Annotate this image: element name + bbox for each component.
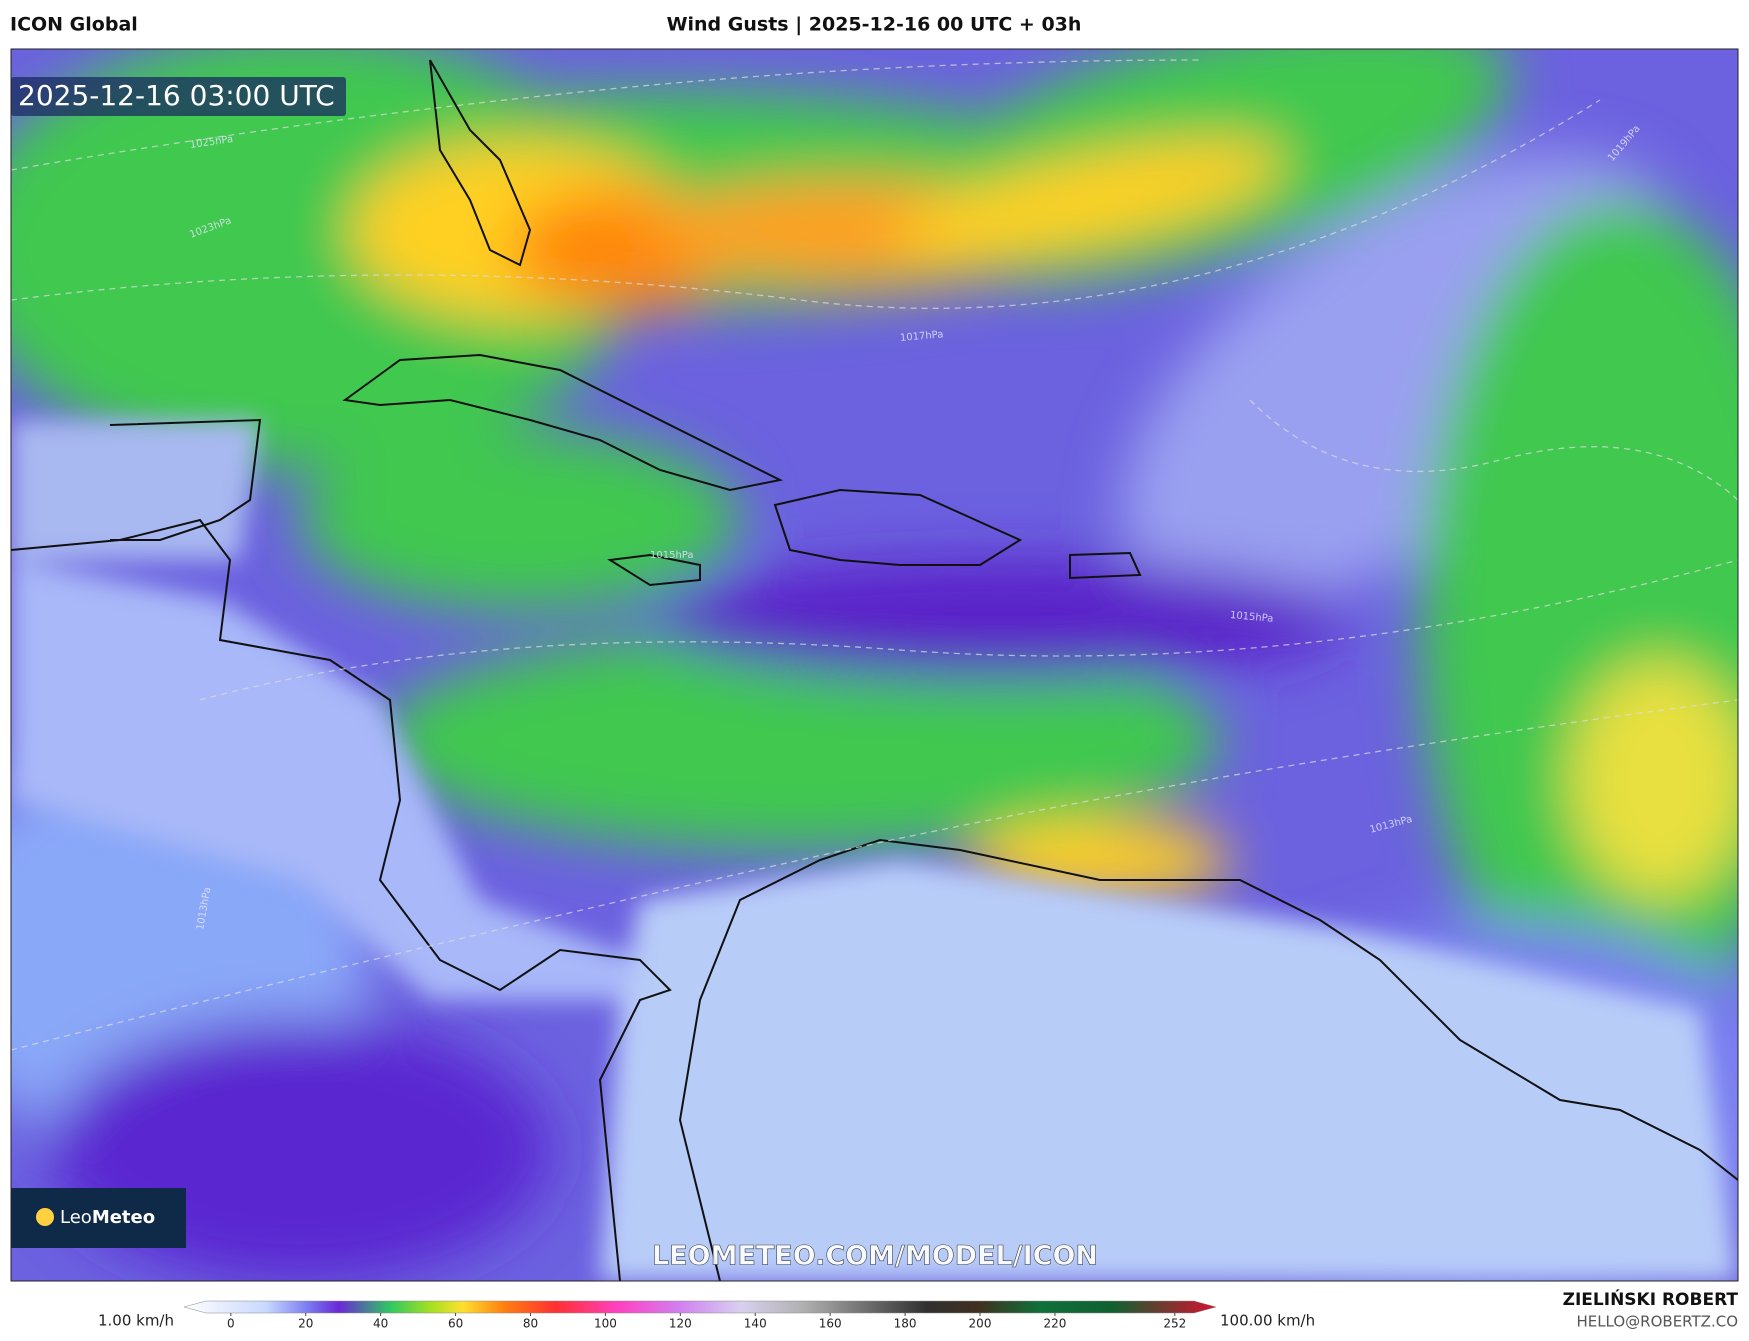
model-name: ICON Global xyxy=(10,14,138,36)
colorbar-max-label: 100.00 km/h xyxy=(1220,1312,1315,1330)
coastlines xyxy=(11,59,1738,1281)
colorbar xyxy=(183,1300,1217,1314)
timestamp-box xyxy=(11,77,346,116)
colorbar-tick-label: 60 xyxy=(448,1317,463,1331)
email: HELLO@ROBERTZ.CO xyxy=(1576,1313,1738,1331)
colorbar-tick-label: 20 xyxy=(298,1317,313,1331)
colorbar-tick-label: 160 xyxy=(819,1317,842,1331)
logo-sun xyxy=(36,1208,54,1226)
isobars xyxy=(11,59,1738,1051)
colorbar-min-label: 1.00 km/h xyxy=(98,1312,174,1330)
colorbar-tick-label: 120 xyxy=(669,1317,692,1331)
colorbar-tick-label: 40 xyxy=(373,1317,388,1331)
map: 1025hPa1023hPa1019hPa1017hPa1015hPa1015h… xyxy=(11,49,1738,1281)
timestamp: 2025-12-16 03:00 UTC xyxy=(18,79,335,112)
logo-text: LeoMeteo xyxy=(60,1207,155,1228)
colorbar-tick-label: 140 xyxy=(744,1317,767,1331)
isobar-label: 1015hPa xyxy=(1229,610,1273,625)
colorbar-tick-label: 180 xyxy=(894,1317,917,1331)
watermark: LEOMETEO.COM/MODEL/ICON xyxy=(652,1241,1098,1272)
colorbar-tick-label: 200 xyxy=(969,1317,992,1331)
colorbar-tick-label: 0 xyxy=(227,1317,235,1331)
colorbar-ticks: 0 20 40 60 80 100 120 140 160 180 200 220 252 xyxy=(227,1313,1186,1331)
map-title: Wind Gusts | 2025-12-16 00 UTC + 03h xyxy=(667,14,1082,36)
colorbar-tick-label: 100 xyxy=(594,1317,617,1331)
land-gusts xyxy=(11,420,1738,1281)
isobar-label: 1015hPa xyxy=(650,550,694,561)
colorbar-tick-label: 220 xyxy=(1043,1317,1066,1331)
isobar-label: 1017hPa xyxy=(900,329,944,344)
map-frame xyxy=(10,48,1739,1282)
colorbar-tick-label: 80 xyxy=(523,1317,538,1331)
colorbar-tick-label: 252 xyxy=(1163,1317,1186,1331)
author: ZIELIŃSKI ROBERT xyxy=(1563,1288,1739,1310)
